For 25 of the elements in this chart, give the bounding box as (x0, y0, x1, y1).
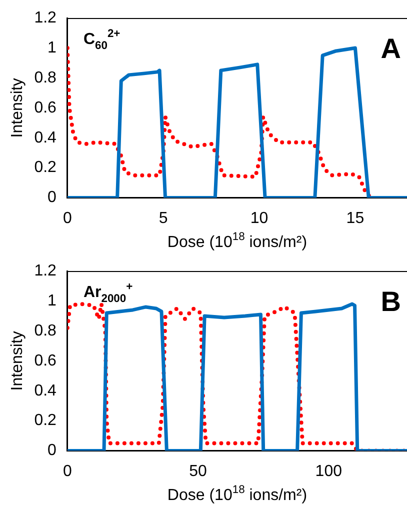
y-tick-label: 1 (48, 39, 57, 56)
y-tick-label: 0.2 (34, 159, 57, 176)
y-tick-label: 1 (48, 292, 57, 310)
x-tick-label: 0 (62, 210, 72, 227)
y-tick-label: 0.2 (34, 412, 57, 430)
x-tick-label: 15 (346, 210, 364, 227)
y-tick-label: 0.4 (34, 129, 57, 146)
y-tick-label: 0.8 (34, 322, 57, 340)
x-tick-label: 50 (189, 462, 208, 480)
y-tick-label: 1.2 (34, 9, 57, 26)
y-axis-title: Intensity (9, 331, 26, 391)
y-tick-label: 0.8 (34, 69, 57, 86)
y-tick-label: 0.4 (34, 382, 57, 400)
y-tick-label: 0.6 (34, 99, 57, 116)
y-axis-title: Intensity (9, 78, 26, 138)
y-tick-label: 0.6 (34, 352, 57, 370)
annotation: A (380, 33, 402, 64)
x-tick-label: 0 (62, 462, 72, 480)
x-tick-label: 5 (158, 210, 168, 227)
y-tick-label: 0 (48, 189, 57, 206)
x-tick-label: 10 (250, 210, 268, 227)
y-tick-label: 1.2 (34, 262, 57, 280)
annotation: B (380, 286, 402, 317)
x-tick-label: 100 (315, 462, 342, 480)
y-tick-label: 0 (48, 442, 57, 460)
